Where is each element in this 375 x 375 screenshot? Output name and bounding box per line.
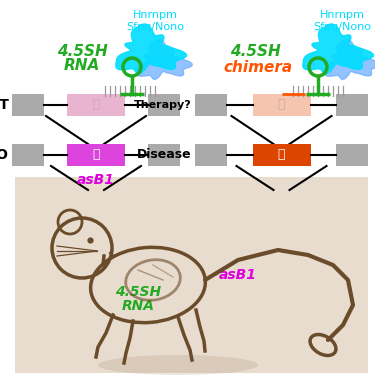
Text: RNA: RNA [64, 58, 100, 74]
Text: WT: WT [0, 98, 9, 112]
Text: chimera: chimera [224, 60, 292, 75]
Bar [67, 94, 125, 116]
Text: 4.5SH: 4.5SH [115, 285, 161, 299]
Text: 💀: 💀 [278, 99, 285, 111]
Text: 💀: 💀 [92, 148, 100, 162]
Bar [12, 94, 44, 116]
Text: Hnrnpm: Hnrnpm [133, 10, 177, 20]
Bar [195, 94, 227, 116]
Text: 4.5SH: 4.5SH [230, 45, 280, 60]
Bar [67, 144, 125, 166]
Polygon shape [325, 40, 375, 79]
Bar [195, 144, 227, 166]
Bar [15, 177, 368, 373]
Text: RNA: RNA [122, 299, 154, 313]
Text: Therapy?: Therapy? [134, 100, 192, 110]
Bar [148, 94, 180, 116]
Text: 💀: 💀 [92, 99, 100, 111]
Ellipse shape [98, 355, 258, 375]
Bar [252, 94, 310, 116]
Text: Sfpq/Nono: Sfpq/Nono [126, 22, 184, 32]
Text: KO: KO [0, 148, 9, 162]
Bar [336, 94, 368, 116]
Text: Sfpq/Nono: Sfpq/Nono [313, 22, 371, 32]
Bar [336, 144, 368, 166]
Polygon shape [303, 24, 374, 74]
Bar [12, 144, 44, 166]
Text: Disease: Disease [137, 148, 192, 162]
Text: 4.5SH: 4.5SH [57, 45, 107, 60]
Bar [252, 144, 310, 166]
Text: asB1: asB1 [219, 268, 257, 282]
Text: Hnrnpm: Hnrnpm [320, 10, 364, 20]
Polygon shape [137, 40, 192, 79]
Bar [148, 144, 180, 166]
Text: 💀: 💀 [278, 148, 285, 162]
Polygon shape [116, 24, 186, 74]
Text: asB1: asB1 [77, 173, 115, 187]
